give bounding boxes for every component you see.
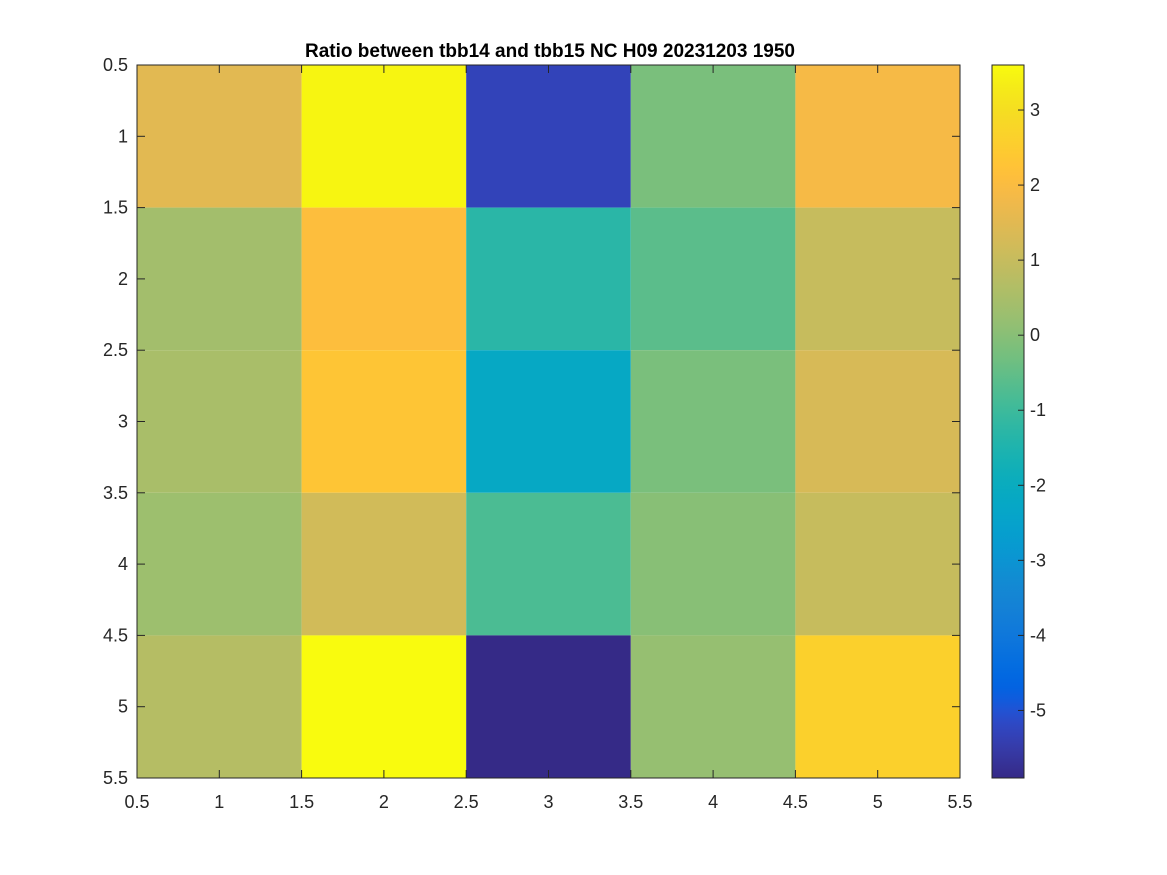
y-tick-label: 3.5	[103, 483, 128, 503]
y-tick-label: 3	[118, 412, 128, 432]
y-tick-label: 2	[118, 269, 128, 289]
y-tick-label: 4	[118, 554, 128, 574]
heatmap-cell-r3-c1	[137, 350, 302, 493]
heatmap-cell-r2-c4	[630, 207, 796, 351]
heatmap-cell-r5-c3	[466, 635, 631, 778]
heatmap-cell-r5-c1	[137, 635, 302, 778]
y-tick-label: 2.5	[103, 340, 128, 360]
colorbar-tick-label: -3	[1030, 550, 1046, 570]
heatmap-cell-r2-c2	[301, 207, 467, 351]
y-tick-label: 1.5	[103, 198, 128, 218]
heatmap-cell-r1-c4	[630, 65, 796, 208]
x-axis: 0.5 1 1.5 2 2.5 3 3.5 4 4.5 5 5.5	[124, 65, 973, 812]
colorbar-tick-label: -2	[1030, 475, 1046, 495]
heatmap-cell-r5-c5	[795, 635, 960, 778]
heatmap-cell-r5-c4	[630, 635, 796, 778]
heatmap-cell-r1-c5	[795, 65, 960, 208]
y-tick-label: 0.5	[103, 55, 128, 75]
heatmap-cell-r2-c3	[466, 207, 631, 351]
x-tick-label: 3	[543, 792, 553, 812]
y-axis: 0.5 1 1.5 2 2.5 3 3.5 4 4.5 5 5.5	[103, 55, 960, 788]
x-tick-label: 4	[708, 792, 718, 812]
y-tick-label: 1	[118, 126, 128, 146]
x-tick-label: 2	[379, 792, 389, 812]
heatmap-cell-r2-c5	[795, 207, 960, 351]
colorbar-tick-label: 0	[1030, 325, 1040, 345]
chart-title: Ratio between tbb14 and tbb15 NC H09 202…	[305, 41, 795, 62]
x-tick-label: 5.5	[947, 792, 972, 812]
x-tick-label: 4.5	[783, 792, 808, 812]
x-tick-label: 2.5	[454, 792, 479, 812]
heatmap-cell-r3-c5	[795, 350, 960, 493]
heatmap-cell-r4-c4	[630, 492, 796, 636]
x-tick-label: 1	[214, 792, 224, 812]
y-tick-label: 4.5	[103, 625, 128, 645]
colorbar-axis: -5 -4 -3 -2 -1 0 1 2 3	[1018, 100, 1046, 720]
heatmap-cell-r1-c3	[466, 65, 631, 208]
y-tick-label: 5.5	[103, 768, 128, 788]
heatmap-cell-r4-c1	[137, 492, 302, 636]
colorbar-tick-label: -5	[1030, 700, 1046, 720]
colorbar-tick-label: -4	[1030, 625, 1046, 645]
colorbar-tick-label: 1	[1030, 250, 1040, 270]
heatmap-cell-r3-c2	[301, 350, 467, 493]
y-tick-label: 5	[118, 697, 128, 717]
heatmap-cells	[137, 65, 960, 778]
heatmap-cell-r3-c4	[630, 350, 796, 493]
heatmap-cell-r3-c3	[466, 350, 631, 493]
heatmap-cell-r4-c2	[301, 492, 467, 636]
heatmap-cell-r2-c1	[137, 207, 302, 351]
heatmap-cell-r1-c2	[301, 65, 467, 208]
x-tick-label: 0.5	[124, 792, 149, 812]
colorbar-tick-label: 3	[1030, 100, 1040, 120]
heatmap-cell-r5-c2	[301, 635, 467, 778]
heatmap-cell-r1-c1	[137, 65, 302, 208]
colorbar-tick-label: -1	[1030, 400, 1046, 420]
x-tick-label: 5	[873, 792, 883, 812]
colorbar-tick-label: 2	[1030, 175, 1040, 195]
colorbar	[991, 64, 1025, 779]
heatmap-cell-r4-c5	[795, 492, 960, 636]
x-tick-label: 3.5	[618, 792, 643, 812]
x-tick-label: 1.5	[289, 792, 314, 812]
heatmap-cell-r4-c3	[466, 492, 631, 636]
